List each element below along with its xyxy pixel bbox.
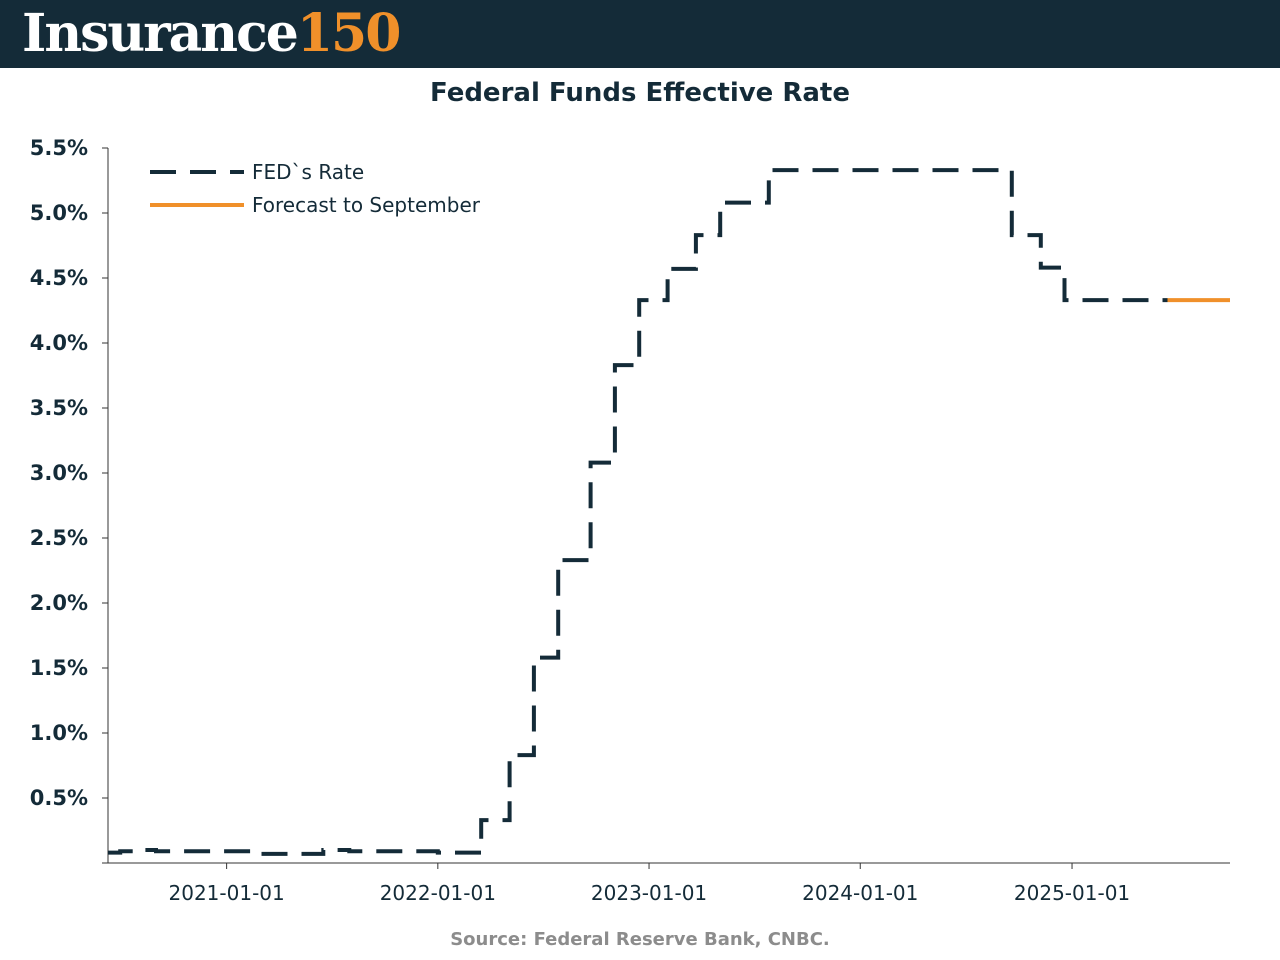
legend-label-fed-rate: FED`s Rate [252,160,364,184]
y-tick-label: 1.0% [30,721,88,745]
y-tick-label: 1.5% [30,656,88,680]
y-tick-label: 4.0% [30,331,88,355]
y-tick-label: 3.0% [30,461,88,485]
source-note: Source: Federal Reserve Bank, CNBC. [450,929,830,950]
x-tick-label: 2024-01-01 [802,881,918,905]
series-line-fed-rate [108,168,1168,856]
y-tick-label: 4.5% [30,266,88,290]
y-tick-label: 2.5% [30,526,88,550]
x-tick-label: 2025-01-01 [1014,881,1130,905]
x-tick-label: 2021-01-01 [169,881,285,905]
brand-logo: Insurance150 [22,0,402,68]
y-tick-label: 5.5% [30,136,88,160]
legend-label-forecast: Forecast to September [252,193,481,217]
header-banner: Insurance150 [0,0,1280,68]
x-tick-label: 2022-01-01 [380,881,496,905]
line-chart: 0.5% 1.0% 1.5% 2.0% 2.5% 3.0% 3.5% 4.0% 4.5% 5.0%… [30,136,1230,905]
x-tick-label: 2023-01-01 [591,881,707,905]
y-tick-label: 3.5% [30,396,88,420]
y-tick-label: 2.0% [30,591,88,615]
y-tick-label: 0.5% [30,786,88,810]
brand-word: Insurance [22,3,299,64]
y-tick-label: 5.0% [30,201,88,225]
chart-title: Federal Funds Effective Rate [429,78,850,108]
brand-number: 150 [296,3,402,64]
